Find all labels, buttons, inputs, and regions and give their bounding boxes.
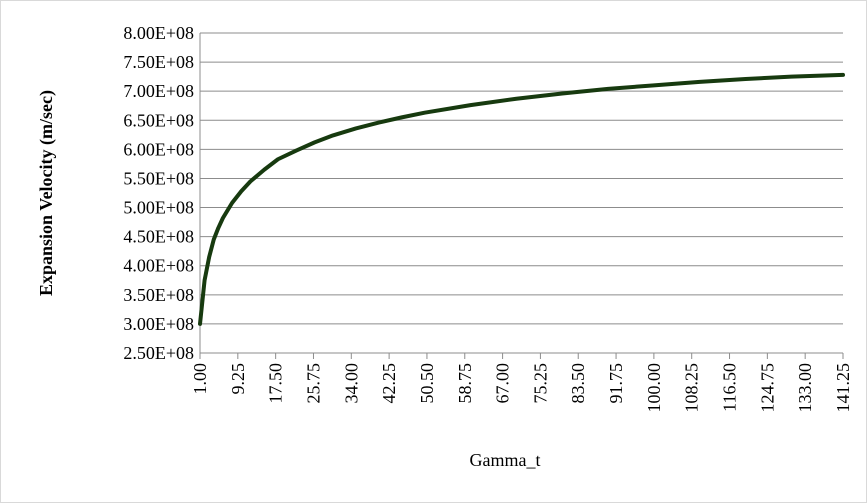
y-tick-label: 3.50E+08 bbox=[123, 285, 194, 305]
y-tick-label: 6.00E+08 bbox=[123, 139, 194, 159]
line-series bbox=[198, 72, 845, 326]
x-tick-label: 116.50 bbox=[720, 363, 740, 412]
x-tick-label: 50.50 bbox=[417, 363, 437, 404]
x-tick-label: 67.00 bbox=[493, 363, 513, 404]
y-tick-label: 4.00E+08 bbox=[123, 256, 194, 276]
x-tick-label: 91.75 bbox=[606, 363, 626, 404]
x-tick-label: 124.75 bbox=[757, 363, 777, 413]
x-tick-label: 34.00 bbox=[341, 363, 361, 404]
x-tick-label: 1.00 bbox=[190, 363, 210, 395]
y-tick-label: 8.00E+08 bbox=[123, 23, 194, 43]
y-tick-label: 2.50E+08 bbox=[123, 343, 194, 363]
x-tick-label: 133.00 bbox=[795, 363, 815, 413]
y-tick-label: 4.50E+08 bbox=[123, 227, 194, 247]
x-tick-label: 25.75 bbox=[303, 363, 323, 404]
x-tick-label: 42.25 bbox=[379, 363, 399, 404]
x-tick-label: 83.50 bbox=[568, 363, 588, 404]
y-tick-label: 7.00E+08 bbox=[123, 81, 194, 101]
x-tick-label: 58.75 bbox=[455, 363, 475, 404]
y-axis-label: Expansion Velocity (m/sec) bbox=[36, 90, 57, 296]
y-tick-label: 3.00E+08 bbox=[123, 314, 194, 334]
y-tick-label: 7.50E+08 bbox=[123, 52, 194, 72]
y-tick-label: 6.50E+08 bbox=[123, 110, 194, 130]
x-tick-label: 17.50 bbox=[266, 363, 286, 404]
x-tick-label: 100.00 bbox=[644, 363, 664, 413]
x-tick-label: 75.25 bbox=[530, 363, 550, 404]
x-tick-label: 9.25 bbox=[228, 363, 248, 395]
x-axis-label: Gamma_t bbox=[470, 450, 541, 470]
y-tick-label: 5.00E+08 bbox=[123, 198, 194, 218]
y-tick-label: 5.50E+08 bbox=[123, 168, 194, 188]
x-tick-label: 108.25 bbox=[682, 363, 702, 413]
x-tick-label: 141.25 bbox=[833, 363, 853, 413]
